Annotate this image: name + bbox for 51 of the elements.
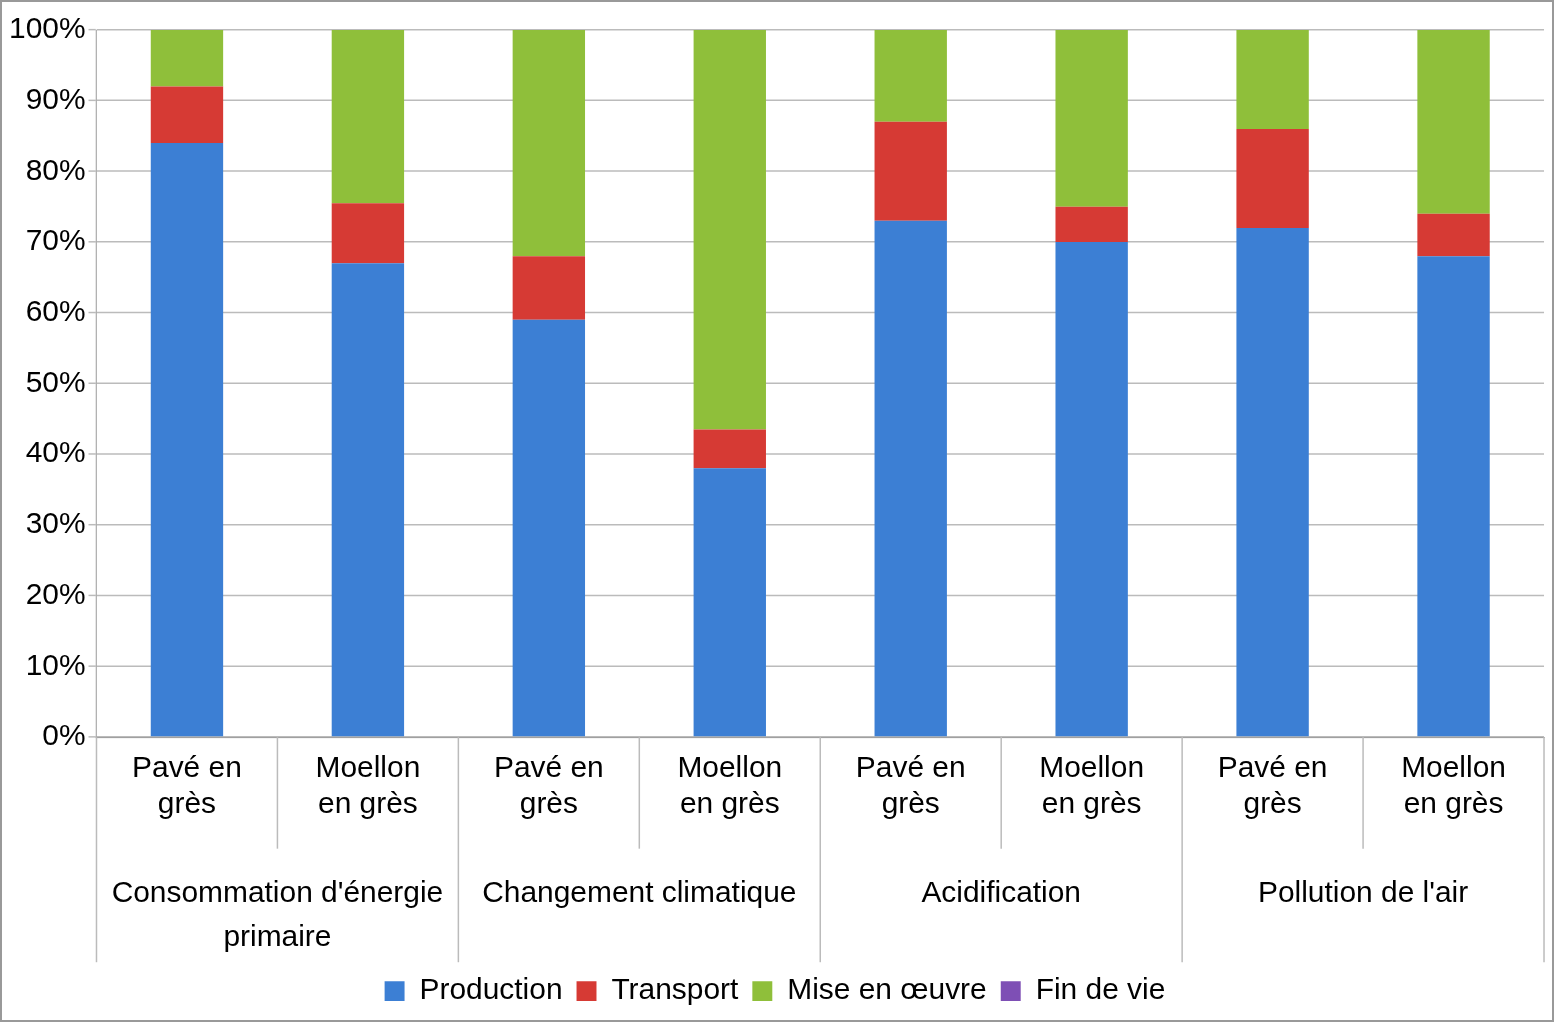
y-tick-label: 0% [42, 718, 86, 752]
bar [1417, 213, 1490, 257]
bar [1417, 29, 1490, 214]
y-tick-label: 80% [25, 152, 86, 186]
legend-label: Mise en œuvre [787, 972, 987, 1006]
legend-label: Transport [611, 972, 740, 1006]
y-tick-label: 60% [25, 294, 86, 328]
y-tick-label: 20% [25, 576, 86, 610]
y-tick-label: 40% [25, 435, 86, 469]
bar [512, 319, 586, 737]
bar [1055, 206, 1128, 243]
x-tick-label: Moellon en grès [1401, 750, 1506, 820]
text: Pollution de l'air [1257, 874, 1469, 908]
bar [874, 220, 947, 737]
y-tick-label: 90% [25, 81, 86, 115]
x-tick-label: Moellon en grès [315, 750, 421, 820]
bar [1236, 29, 1309, 129]
bar [150, 29, 224, 87]
bar [1055, 242, 1128, 737]
bar [693, 429, 766, 469]
bar [331, 263, 405, 737]
x-tick-label: Pavé en grès [132, 750, 242, 820]
legend-label: Fin de vie [1035, 972, 1166, 1006]
legend-label: Production [419, 972, 563, 1006]
bar [1417, 256, 1490, 737]
bar [150, 86, 224, 144]
bar [1236, 227, 1309, 737]
text: Acidification [921, 874, 1081, 908]
bar [512, 29, 586, 257]
bar [512, 256, 586, 320]
y-tick-label: 10% [25, 647, 86, 681]
bar [693, 29, 766, 430]
bar [331, 203, 405, 264]
bar [1236, 128, 1309, 228]
x-tick-label: Moellon en grès [1039, 750, 1145, 820]
text: Changement climatique [482, 874, 797, 908]
bar [874, 29, 947, 122]
bar [1055, 29, 1128, 207]
x-tick-label: Pavé en grès [493, 750, 604, 820]
bar [150, 143, 224, 737]
text: Consommation d'énergie primaire [111, 874, 444, 952]
bar [693, 468, 766, 737]
bar [331, 29, 405, 204]
y-tick-label: 100% [9, 11, 86, 45]
y-tick-label: 70% [25, 223, 86, 257]
y-tick-label: 50% [25, 364, 86, 398]
bar [874, 121, 947, 221]
x-tick-label: Pavé en grès [855, 750, 966, 820]
y-tick-label: 30% [25, 506, 86, 540]
x-tick-label: Pavé en grès [1217, 750, 1328, 820]
x-tick-label: Moellon en grès [677, 750, 783, 820]
